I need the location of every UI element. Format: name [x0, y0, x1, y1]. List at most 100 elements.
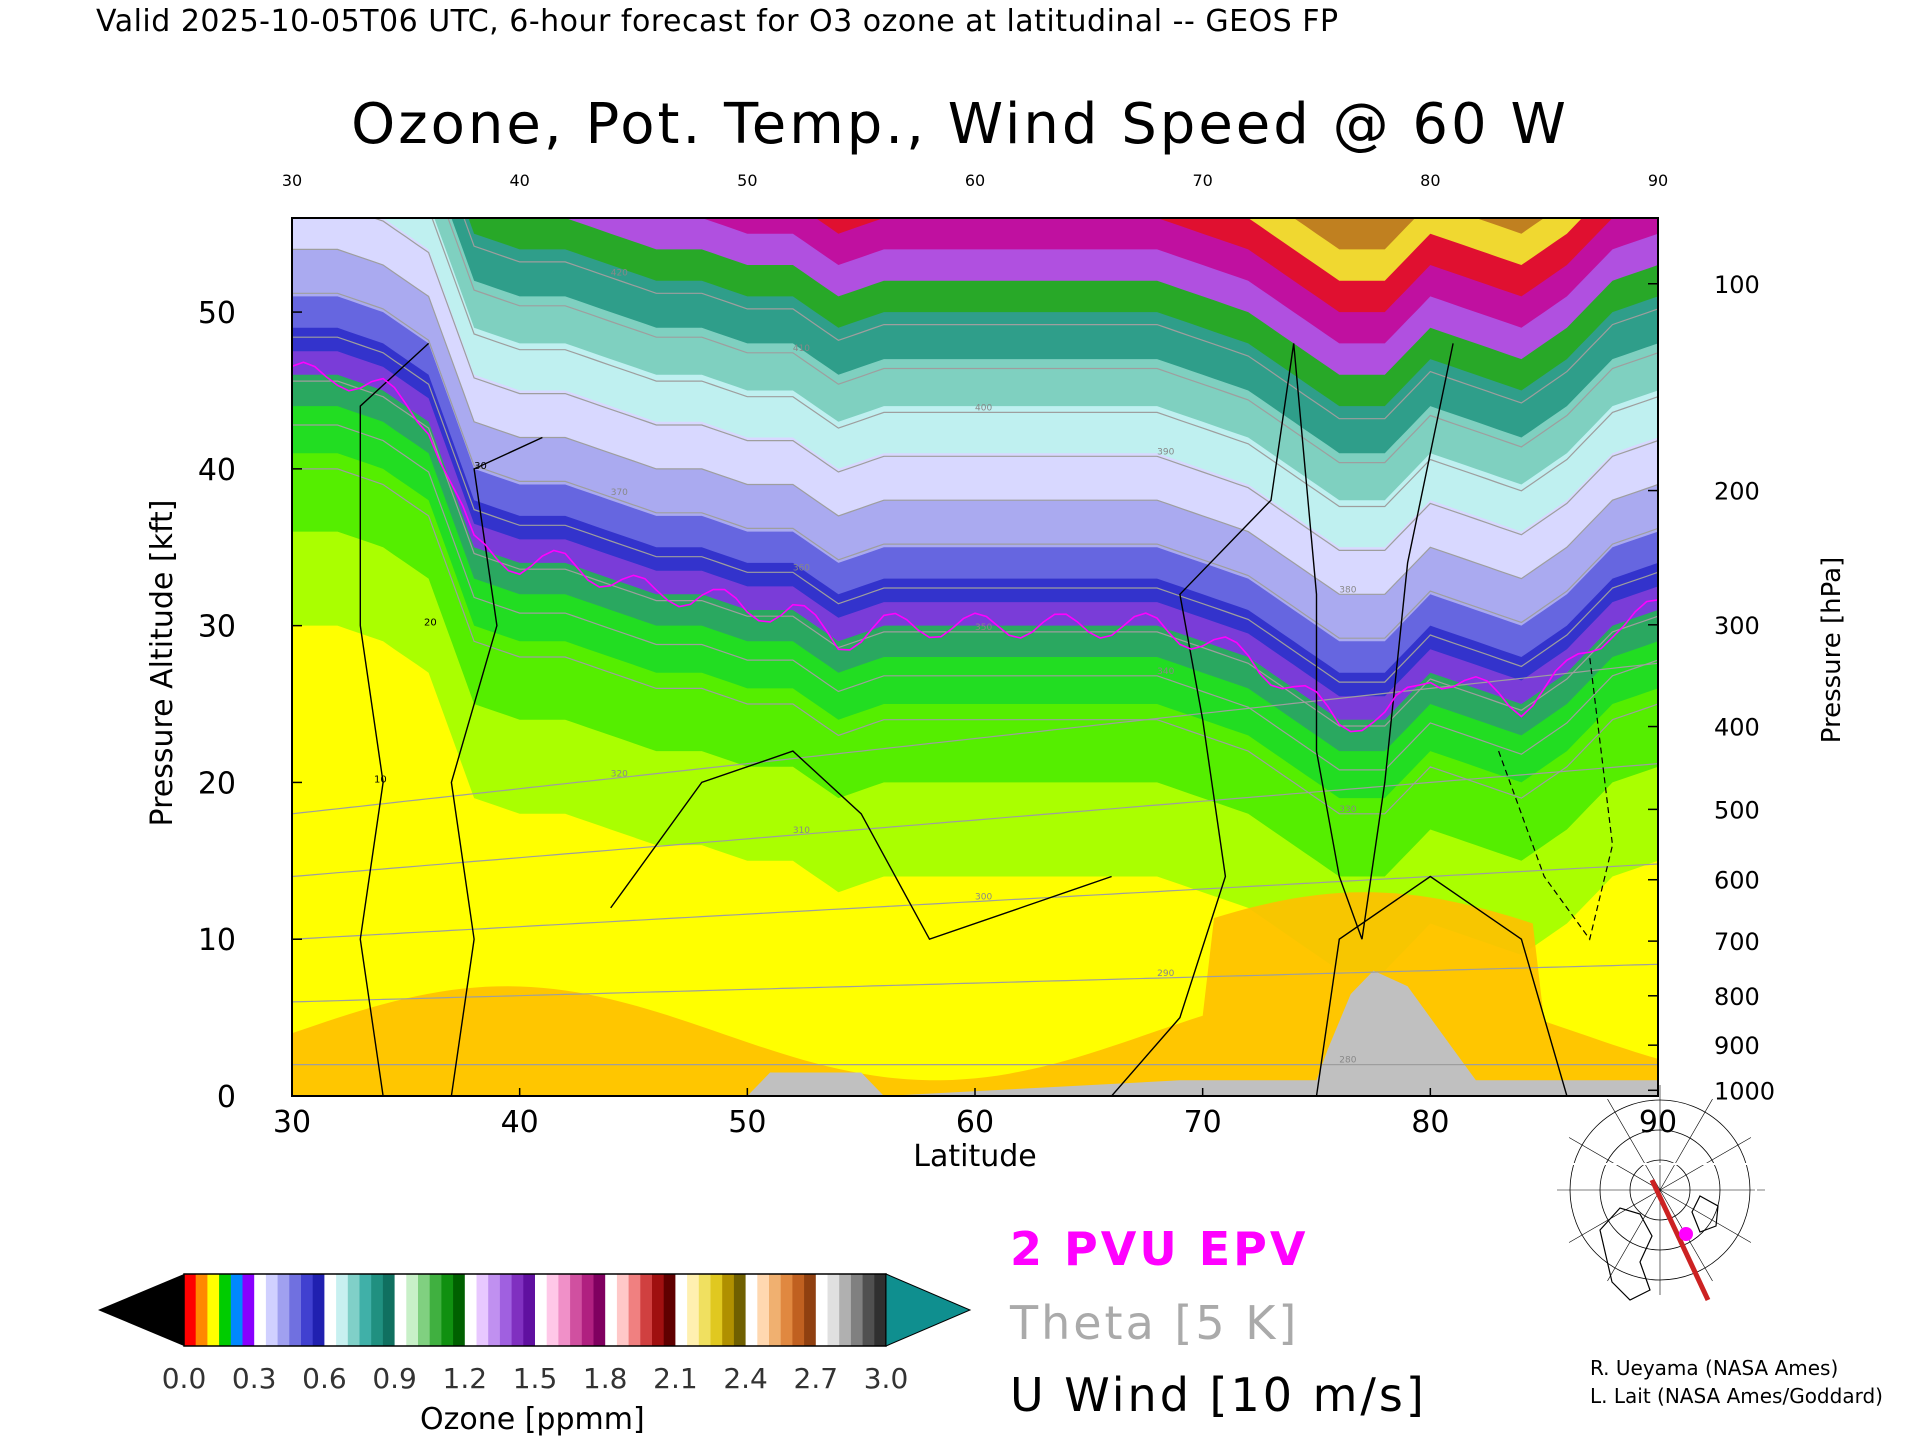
u-wind-contours: 10 20 30 — [359, 342, 1614, 1096]
theta-line — [431, 218, 1658, 508]
u-wind-line — [359, 342, 430, 1096]
colorbar-segment — [827, 1274, 840, 1346]
colorbar-segment — [394, 1274, 407, 1346]
x-top-tick-label: 40 — [509, 171, 529, 190]
colorbar-segment — [722, 1274, 735, 1346]
pressure-tick-label: 600 — [1714, 867, 1760, 895]
colorbar-segment — [265, 1274, 279, 1346]
colorbar-segment — [511, 1274, 524, 1346]
x-tick-label: 90 — [1639, 1105, 1677, 1140]
colorbar-label: Ozone [ppmm] — [420, 1402, 645, 1437]
theta-line — [292, 424, 1658, 771]
u-wind-line — [1293, 343, 1454, 940]
x-tick-label: 70 — [1184, 1105, 1222, 1140]
inset-meridian — [1659, 1189, 1752, 1243]
theta-label: 420 — [611, 269, 628, 279]
pressure-tick-label: 900 — [1714, 1032, 1760, 1060]
colorbar-tick-label: 0.9 — [372, 1362, 417, 1395]
inset-meridian — [1607, 1098, 1661, 1191]
colorbar-high-arrow — [885, 1273, 972, 1347]
theta-label: 320 — [611, 770, 628, 780]
colorbar-tick-label: 2.1 — [653, 1362, 698, 1395]
y-tick-label: 10 — [198, 923, 236, 958]
x-tick-label: 80 — [1411, 1105, 1449, 1140]
theta-contours: 420 410 400 390 380 370 360 350 340 330 320 310 300 2… — [292, 218, 1658, 1066]
theta-label: 340 — [1157, 667, 1174, 677]
x-top-tick-label: 90 — [1648, 171, 1668, 190]
epv-contour — [292, 361, 1658, 733]
colorbar-tick-label: 0.0 — [162, 1362, 207, 1395]
colorbar-segment — [757, 1274, 770, 1346]
colorbar-segment — [570, 1274, 583, 1346]
x-tick-label: 50 — [728, 1105, 766, 1140]
u-wind-line — [450, 436, 543, 1096]
colorbar-segment — [207, 1274, 220, 1346]
chart-title: Ozone, Pot. Temp., Wind Speed @ 60 W — [351, 92, 1569, 157]
theta-line — [292, 963, 1658, 1003]
colorbar-segment — [499, 1274, 513, 1346]
colorbar-tick-label: 1.5 — [513, 1362, 558, 1395]
colorbar-segment — [839, 1274, 852, 1346]
colorbar-segment — [605, 1274, 618, 1346]
location-inset-map — [1555, 1085, 1765, 1321]
colorbar-segment — [593, 1274, 606, 1346]
colorbar-segment — [874, 1274, 887, 1346]
colorbar-segment — [277, 1274, 290, 1346]
pressure-tick-label: 1000 — [1714, 1077, 1775, 1105]
x-top-tick-label: 80 — [1420, 171, 1440, 190]
colorbar-tick-label: 2.4 — [723, 1362, 768, 1395]
colorbar-segment — [804, 1274, 817, 1346]
theta-line — [292, 763, 1658, 878]
theta-label: 280 — [1339, 1056, 1356, 1066]
theta-label: 360 — [793, 563, 810, 573]
u-wind-line — [1315, 875, 1568, 1096]
colorbar-segment — [769, 1274, 782, 1346]
theta-label: 400 — [975, 403, 992, 413]
theta-label: 380 — [1339, 585, 1356, 595]
colorbar-segment — [429, 1274, 442, 1346]
theta-label: 390 — [1157, 447, 1174, 457]
pressure-tick-label: 700 — [1714, 928, 1760, 956]
colorbar-segment — [710, 1274, 723, 1346]
theta-label: 310 — [793, 826, 810, 836]
y-tick-label: 20 — [198, 766, 236, 801]
axes: 30 30 40 40 50 50 60 60 70 70 80 80 90 90 Latitude 0 10 2… — [145, 171, 1847, 1174]
colorbar-segment — [336, 1274, 349, 1346]
theta-line — [292, 662, 1658, 815]
inset-frame — [1555, 1163, 1757, 1321]
colorbar-tick-label: 2.7 — [794, 1362, 839, 1395]
colorbar-segment — [441, 1274, 454, 1346]
theta-line — [292, 292, 1658, 639]
epv-2pvu-line — [292, 361, 1658, 733]
colorbar-segment — [780, 1274, 793, 1346]
ozone-band — [292, 218, 1658, 250]
y-tick-label: 50 — [198, 296, 236, 331]
colorbar-segment — [675, 1274, 688, 1346]
u-wind-negative-line — [1498, 656, 1614, 941]
theta-line — [292, 336, 1658, 683]
colorbar-tick-label: 0.3 — [232, 1362, 277, 1395]
colorbar-segment — [289, 1274, 302, 1346]
colorbar-segment — [815, 1274, 829, 1346]
colorbar-segment — [558, 1274, 571, 1346]
u-wind-label: 10 — [374, 774, 387, 785]
colorbar-segment — [219, 1274, 232, 1346]
x-top-tick-label: 50 — [737, 171, 757, 190]
x-tick-label: 30 — [273, 1105, 311, 1140]
colorbar-segment — [312, 1274, 325, 1346]
u-wind-label: 20 — [424, 618, 437, 629]
valid-time-header: Valid 2025-10-05T06 UTC, 6-hour forecast… — [96, 4, 1339, 39]
theta-label: 350 — [975, 623, 992, 633]
x-top-tick-label: 60 — [965, 171, 985, 190]
u-wind-label: 30 — [474, 461, 487, 472]
colorbar-segment — [406, 1274, 419, 1346]
colorbar-segment — [663, 1274, 676, 1346]
ozone-field — [292, 218, 1658, 1096]
theta-line — [372, 218, 1658, 551]
colorbar-segment — [581, 1274, 595, 1346]
colorbar-segment — [862, 1274, 875, 1346]
colorbar-tick-label: 0.6 — [302, 1362, 347, 1395]
x-axis-label: Latitude — [913, 1139, 1036, 1174]
colorbar-segment — [687, 1274, 700, 1346]
inset-coastline — [1599, 1207, 1653, 1301]
